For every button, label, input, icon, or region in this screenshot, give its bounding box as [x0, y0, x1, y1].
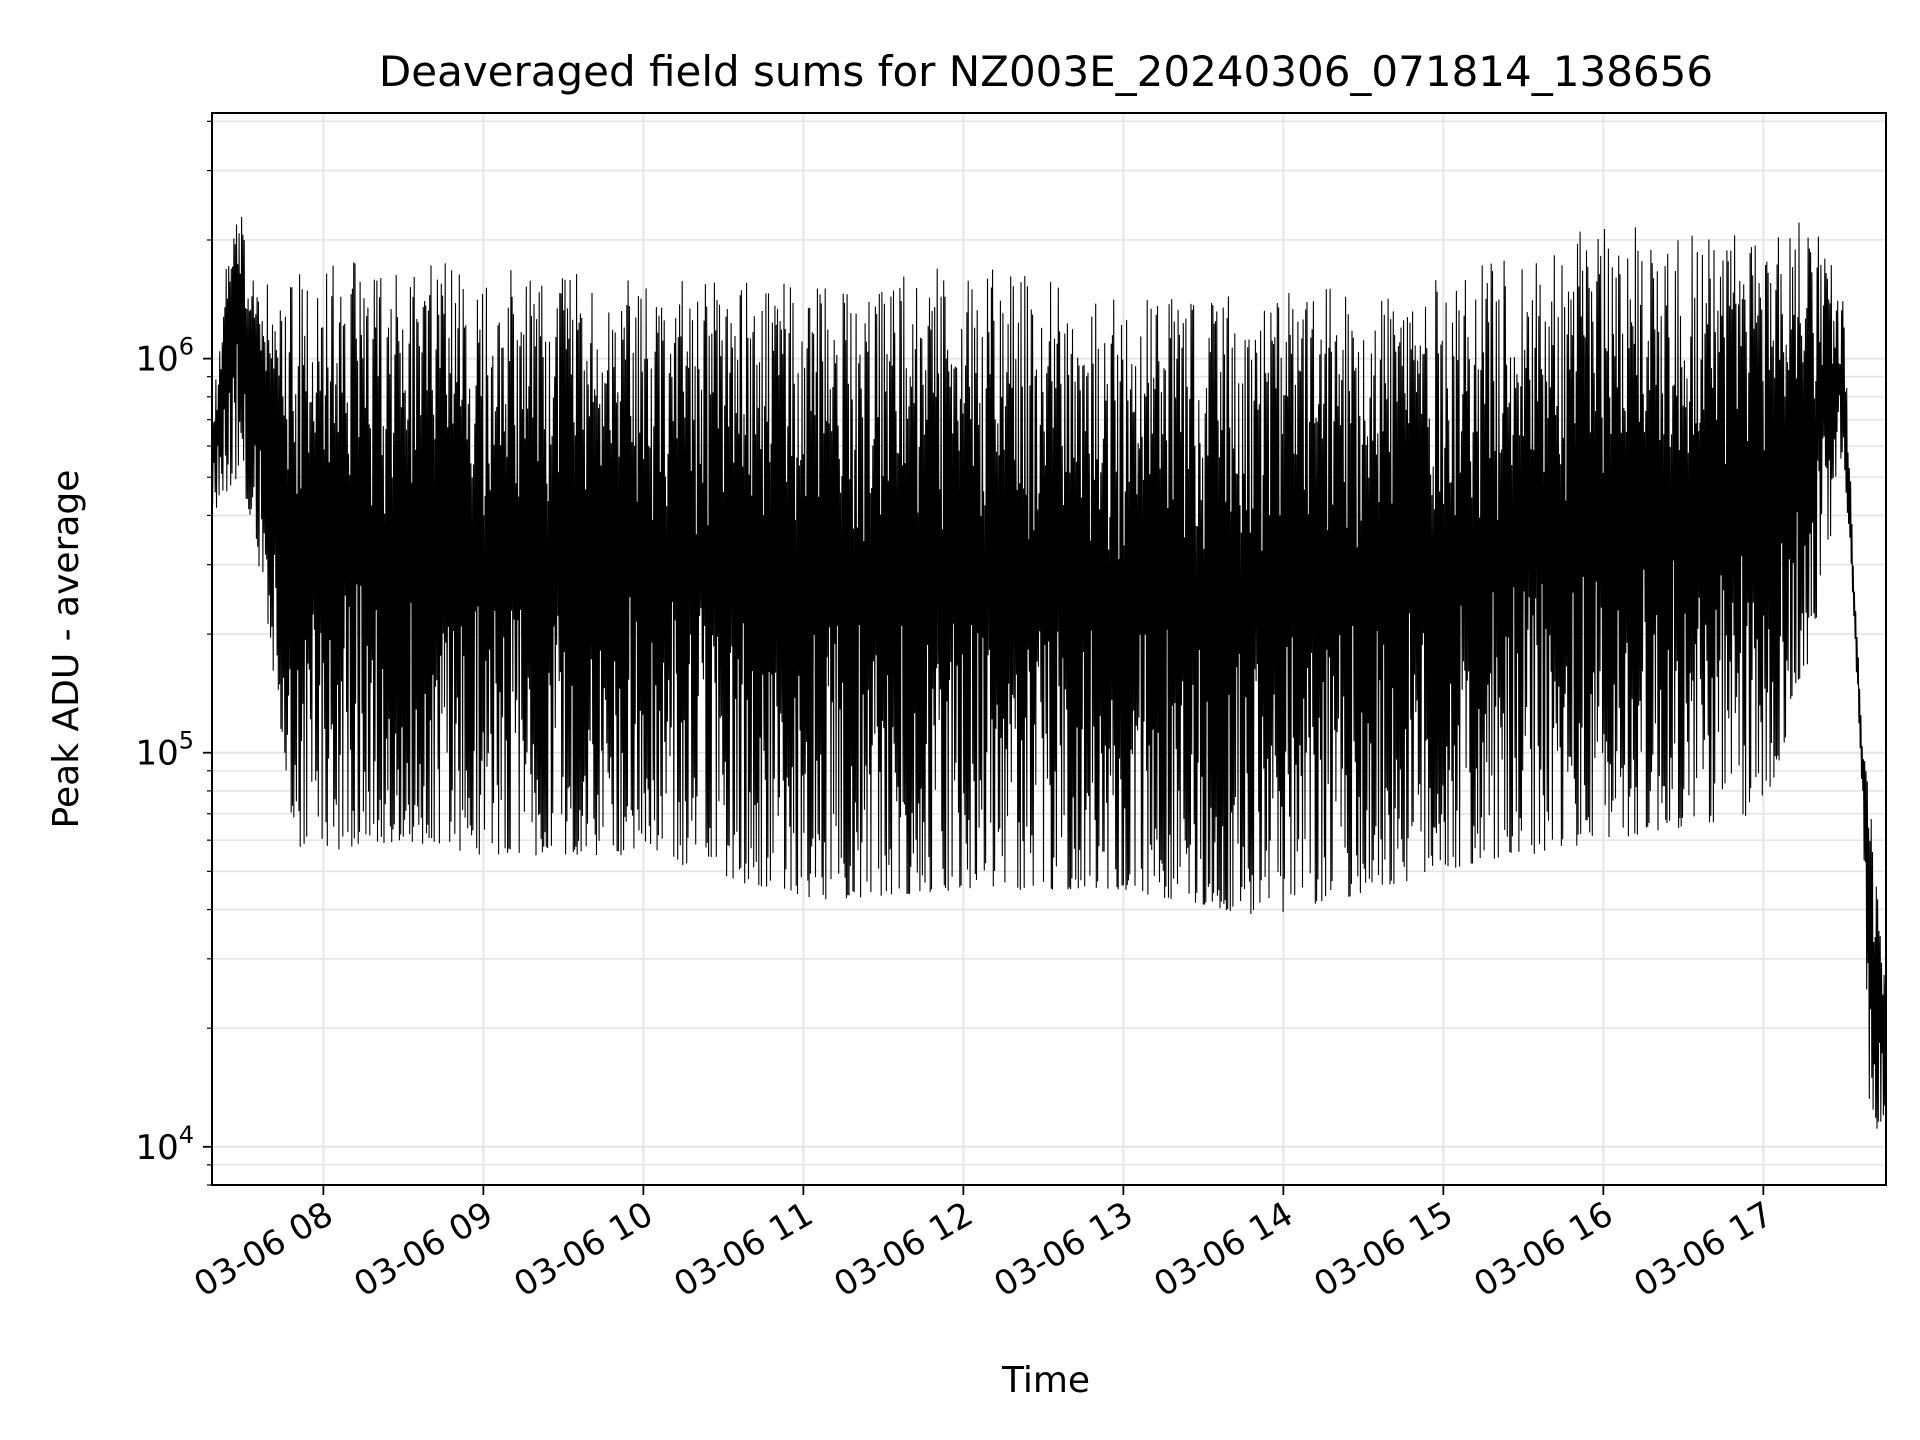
plot-frame [211, 112, 1887, 1186]
y-axis-label: Peak ADU - average [46, 470, 87, 829]
y-tick-label: 105 [135, 727, 194, 774]
x-axis-label: Time [1001, 1360, 1090, 1401]
y-tick-label: 106 [135, 333, 194, 380]
data-series [211, 216, 1887, 1129]
chart-title: Deaveraged field sums for NZ003E_2024030… [379, 47, 1713, 96]
series-line [211, 216, 1887, 1129]
y-tick-label: 104 [135, 1121, 194, 1168]
